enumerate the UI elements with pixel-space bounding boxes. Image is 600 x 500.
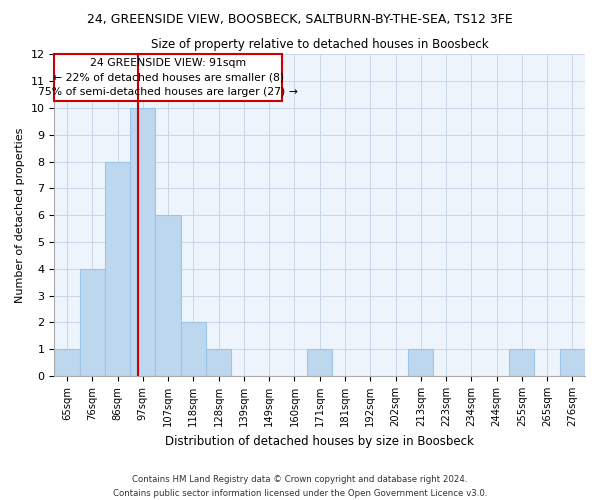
Bar [560, 350, 585, 376]
Bar [130, 108, 155, 376]
Title: Size of property relative to detached houses in Boosbeck: Size of property relative to detached ho… [151, 38, 488, 51]
Bar [307, 350, 332, 376]
Bar [155, 216, 181, 376]
FancyBboxPatch shape [55, 54, 282, 102]
Y-axis label: Number of detached properties: Number of detached properties [15, 128, 25, 303]
Bar [206, 350, 231, 376]
Text: 24, GREENSIDE VIEW, BOOSBECK, SALTBURN-BY-THE-SEA, TS12 3FE: 24, GREENSIDE VIEW, BOOSBECK, SALTBURN-B… [87, 12, 513, 26]
Text: 24 GREENSIDE VIEW: 91sqm
← 22% of detached houses are smaller (8)
75% of semi-de: 24 GREENSIDE VIEW: 91sqm ← 22% of detach… [38, 58, 298, 98]
Bar [408, 350, 433, 376]
Bar [55, 350, 80, 376]
Text: Contains HM Land Registry data © Crown copyright and database right 2024.
Contai: Contains HM Land Registry data © Crown c… [113, 476, 487, 498]
Bar [181, 322, 206, 376]
Bar [80, 269, 105, 376]
X-axis label: Distribution of detached houses by size in Boosbeck: Distribution of detached houses by size … [165, 434, 474, 448]
Bar [105, 162, 130, 376]
Bar [509, 350, 535, 376]
